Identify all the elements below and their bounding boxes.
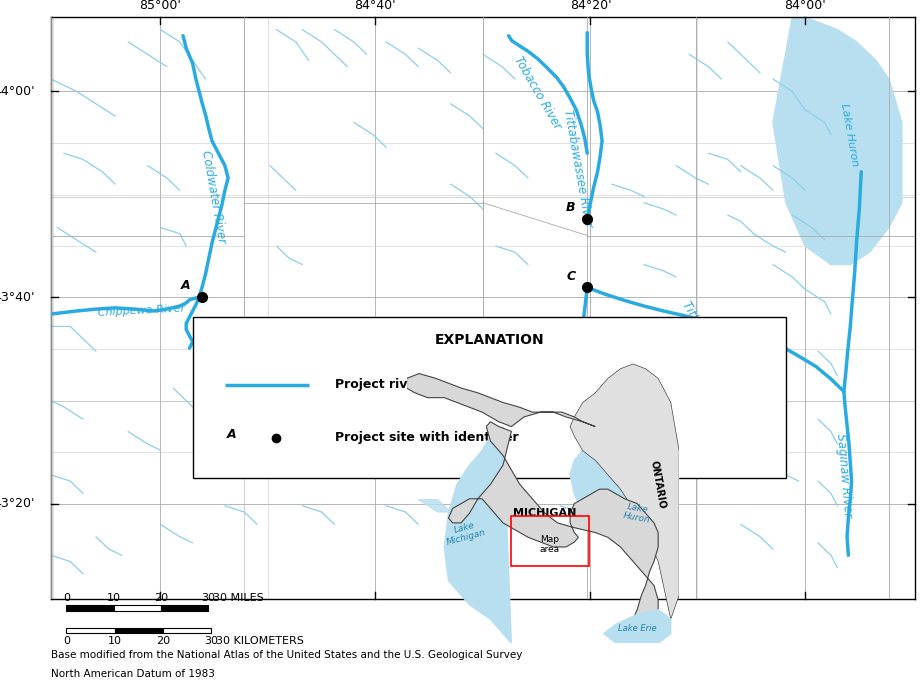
- Text: Project site with identifier: Project site with identifier: [334, 431, 518, 444]
- Polygon shape: [603, 610, 671, 643]
- Polygon shape: [570, 446, 671, 547]
- Text: Saginaw River: Saginaw River: [833, 432, 854, 517]
- Polygon shape: [448, 422, 658, 634]
- Text: Project river: Project river: [334, 378, 421, 391]
- Text: Chippewa River: Chippewa River: [97, 303, 185, 319]
- Text: 30 KILOMETERS: 30 KILOMETERS: [215, 636, 303, 646]
- Polygon shape: [570, 417, 608, 441]
- Text: ONTARIO: ONTARIO: [649, 460, 667, 509]
- Text: 30: 30: [201, 593, 215, 603]
- Text: Tittabawassee River: Tittabawassee River: [679, 299, 750, 409]
- Text: 30: 30: [204, 636, 218, 646]
- Text: 84°20': 84°20': [570, 0, 612, 12]
- Text: Tittabawassee River: Tittabawassee River: [562, 109, 595, 228]
- Polygon shape: [570, 364, 679, 619]
- Text: 44°00': 44°00': [0, 85, 35, 98]
- Text: 43°40': 43°40': [0, 291, 35, 304]
- Text: A: A: [226, 428, 237, 441]
- Polygon shape: [393, 425, 419, 438]
- Text: A: A: [181, 279, 190, 292]
- Bar: [67, 605, 114, 611]
- Bar: [115, 627, 163, 634]
- Text: MICHIGAN: MICHIGAN: [513, 508, 577, 518]
- Polygon shape: [419, 499, 451, 512]
- Bar: [163, 627, 211, 634]
- Bar: [67, 627, 115, 634]
- Text: EXPLANATION: EXPLANATION: [434, 332, 544, 347]
- Text: 43°20': 43°20': [0, 497, 35, 510]
- Text: C: C: [566, 270, 576, 283]
- Text: North American Datum of 1983: North American Datum of 1983: [51, 669, 214, 679]
- FancyBboxPatch shape: [193, 317, 785, 478]
- Polygon shape: [444, 427, 511, 643]
- Text: Tobacco River: Tobacco River: [511, 54, 564, 131]
- Text: 20: 20: [155, 636, 170, 646]
- Text: 85°00': 85°00': [140, 0, 181, 12]
- Text: 30 MILES: 30 MILES: [213, 593, 263, 603]
- Polygon shape: [663, 413, 683, 431]
- Text: 0: 0: [63, 636, 70, 646]
- Text: B: B: [566, 202, 576, 215]
- Polygon shape: [772, 17, 902, 265]
- Text: Base modified from the National Atlas of the United States and the U.S. Geologic: Base modified from the National Atlas of…: [51, 650, 522, 660]
- Bar: [161, 605, 208, 611]
- Text: Lake Erie: Lake Erie: [618, 624, 657, 634]
- Text: 20: 20: [153, 593, 168, 603]
- Text: Lake
Huron: Lake Huron: [622, 502, 652, 525]
- Polygon shape: [407, 374, 595, 427]
- Text: Coldwater River: Coldwater River: [199, 149, 228, 244]
- Text: Lake Huron: Lake Huron: [839, 103, 859, 167]
- Text: 10: 10: [107, 636, 122, 646]
- Text: Chippewa River: Chippewa River: [423, 354, 517, 367]
- Text: 10: 10: [106, 593, 121, 603]
- Text: 84°40': 84°40': [354, 0, 395, 12]
- Text: Lake
Michigan: Lake Michigan: [444, 518, 487, 547]
- Bar: [511, 515, 589, 566]
- Polygon shape: [687, 427, 709, 446]
- Text: 84°00': 84°00': [784, 0, 826, 12]
- Text: 0: 0: [63, 593, 70, 603]
- Bar: [114, 605, 161, 611]
- Text: Map
area: Map area: [539, 535, 559, 555]
